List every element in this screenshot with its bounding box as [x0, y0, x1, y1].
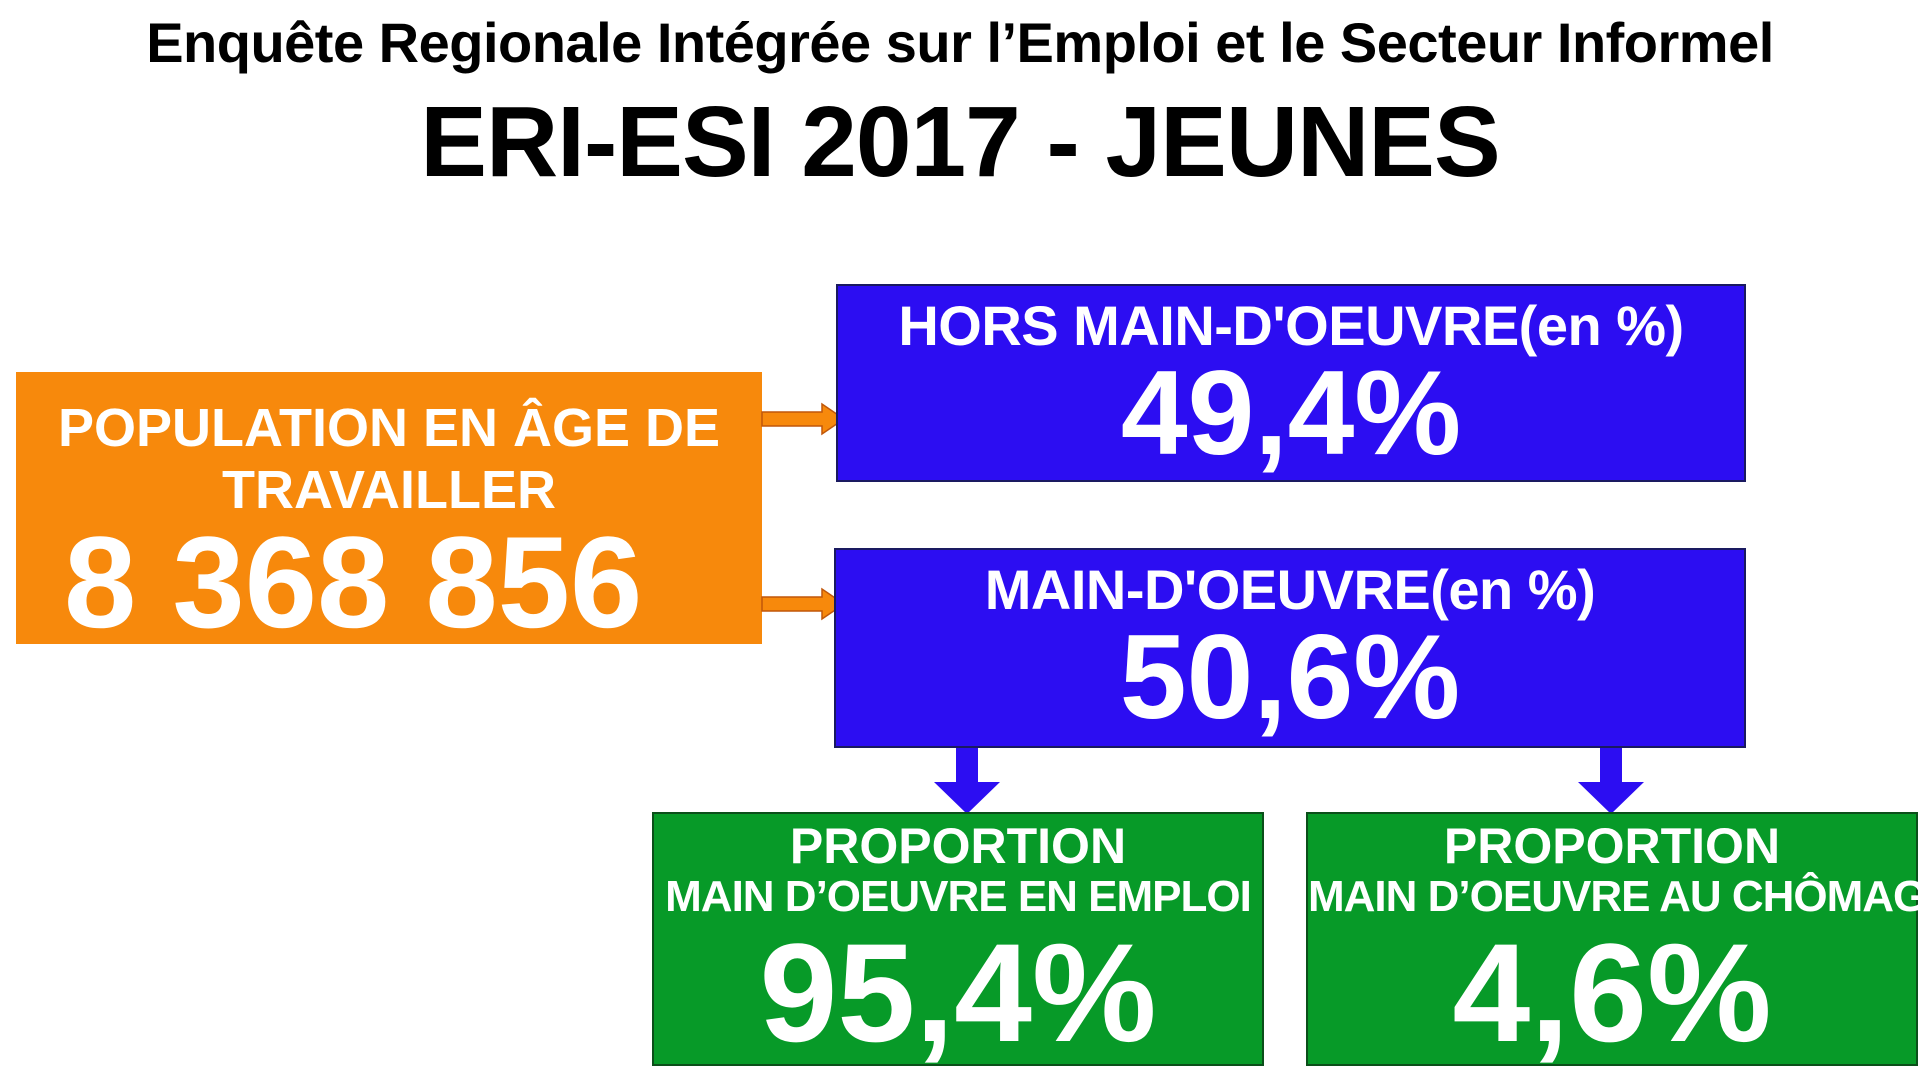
right-arrow-icon: [761, 587, 846, 621]
down-arrow-icon: [1578, 748, 1644, 814]
emploi-value: 95,4%: [759, 914, 1157, 1071]
main-doeuvre-box: MAIN-D'OEUVRE(en %) 50,6%: [834, 548, 1746, 748]
down-arrow-icon: [934, 748, 1000, 814]
population-label-line1: POPULATION EN ÂGE DE: [57, 398, 721, 458]
chomage-box: PROPORTION MAIN D’OEUVRE AU CHÔMAGE 4,6%: [1306, 812, 1920, 1071]
emploi-label-line2: MAIN D’OEUVRE EN EMPLOI: [665, 872, 1252, 921]
chomage-label-line2: MAIN D’OEUVRE AU CHÔMAGE: [1308, 872, 1920, 921]
population-label-line2: TRAVAILLER: [222, 460, 556, 520]
main-doeuvre-label: MAIN-D'OEUVRE(en %): [984, 558, 1596, 621]
main-doeuvre-value: 50,6%: [1119, 610, 1461, 744]
hors-main-doeuvre-label: HORS MAIN-D'OEUVRE(en %): [898, 294, 1684, 357]
population-value: 8 368 856: [64, 509, 643, 655]
emploi-box: PROPORTION MAIN D’OEUVRE EN EMPLOI 95,4%: [652, 812, 1264, 1071]
hors-main-doeuvre-value: 49,4%: [1120, 346, 1462, 480]
right-arrow-icon: [761, 402, 846, 436]
chomage-label-line1: PROPORTION: [1443, 818, 1781, 874]
hors-main-doeuvre-box: HORS MAIN-D'OEUVRE(en %) 49,4%: [836, 284, 1746, 482]
page-subtitle: Enquête Regionale Intégrée sur l’Emploi …: [146, 11, 1774, 74]
emploi-label-line1: PROPORTION: [789, 818, 1127, 874]
chomage-value: 4,6%: [1452, 914, 1772, 1071]
page-title: ERI-ESI 2017 - JEUNES: [420, 86, 1500, 198]
population-box: POPULATION EN ÂGE DE TRAVAILLER 8 368 85…: [16, 372, 762, 655]
